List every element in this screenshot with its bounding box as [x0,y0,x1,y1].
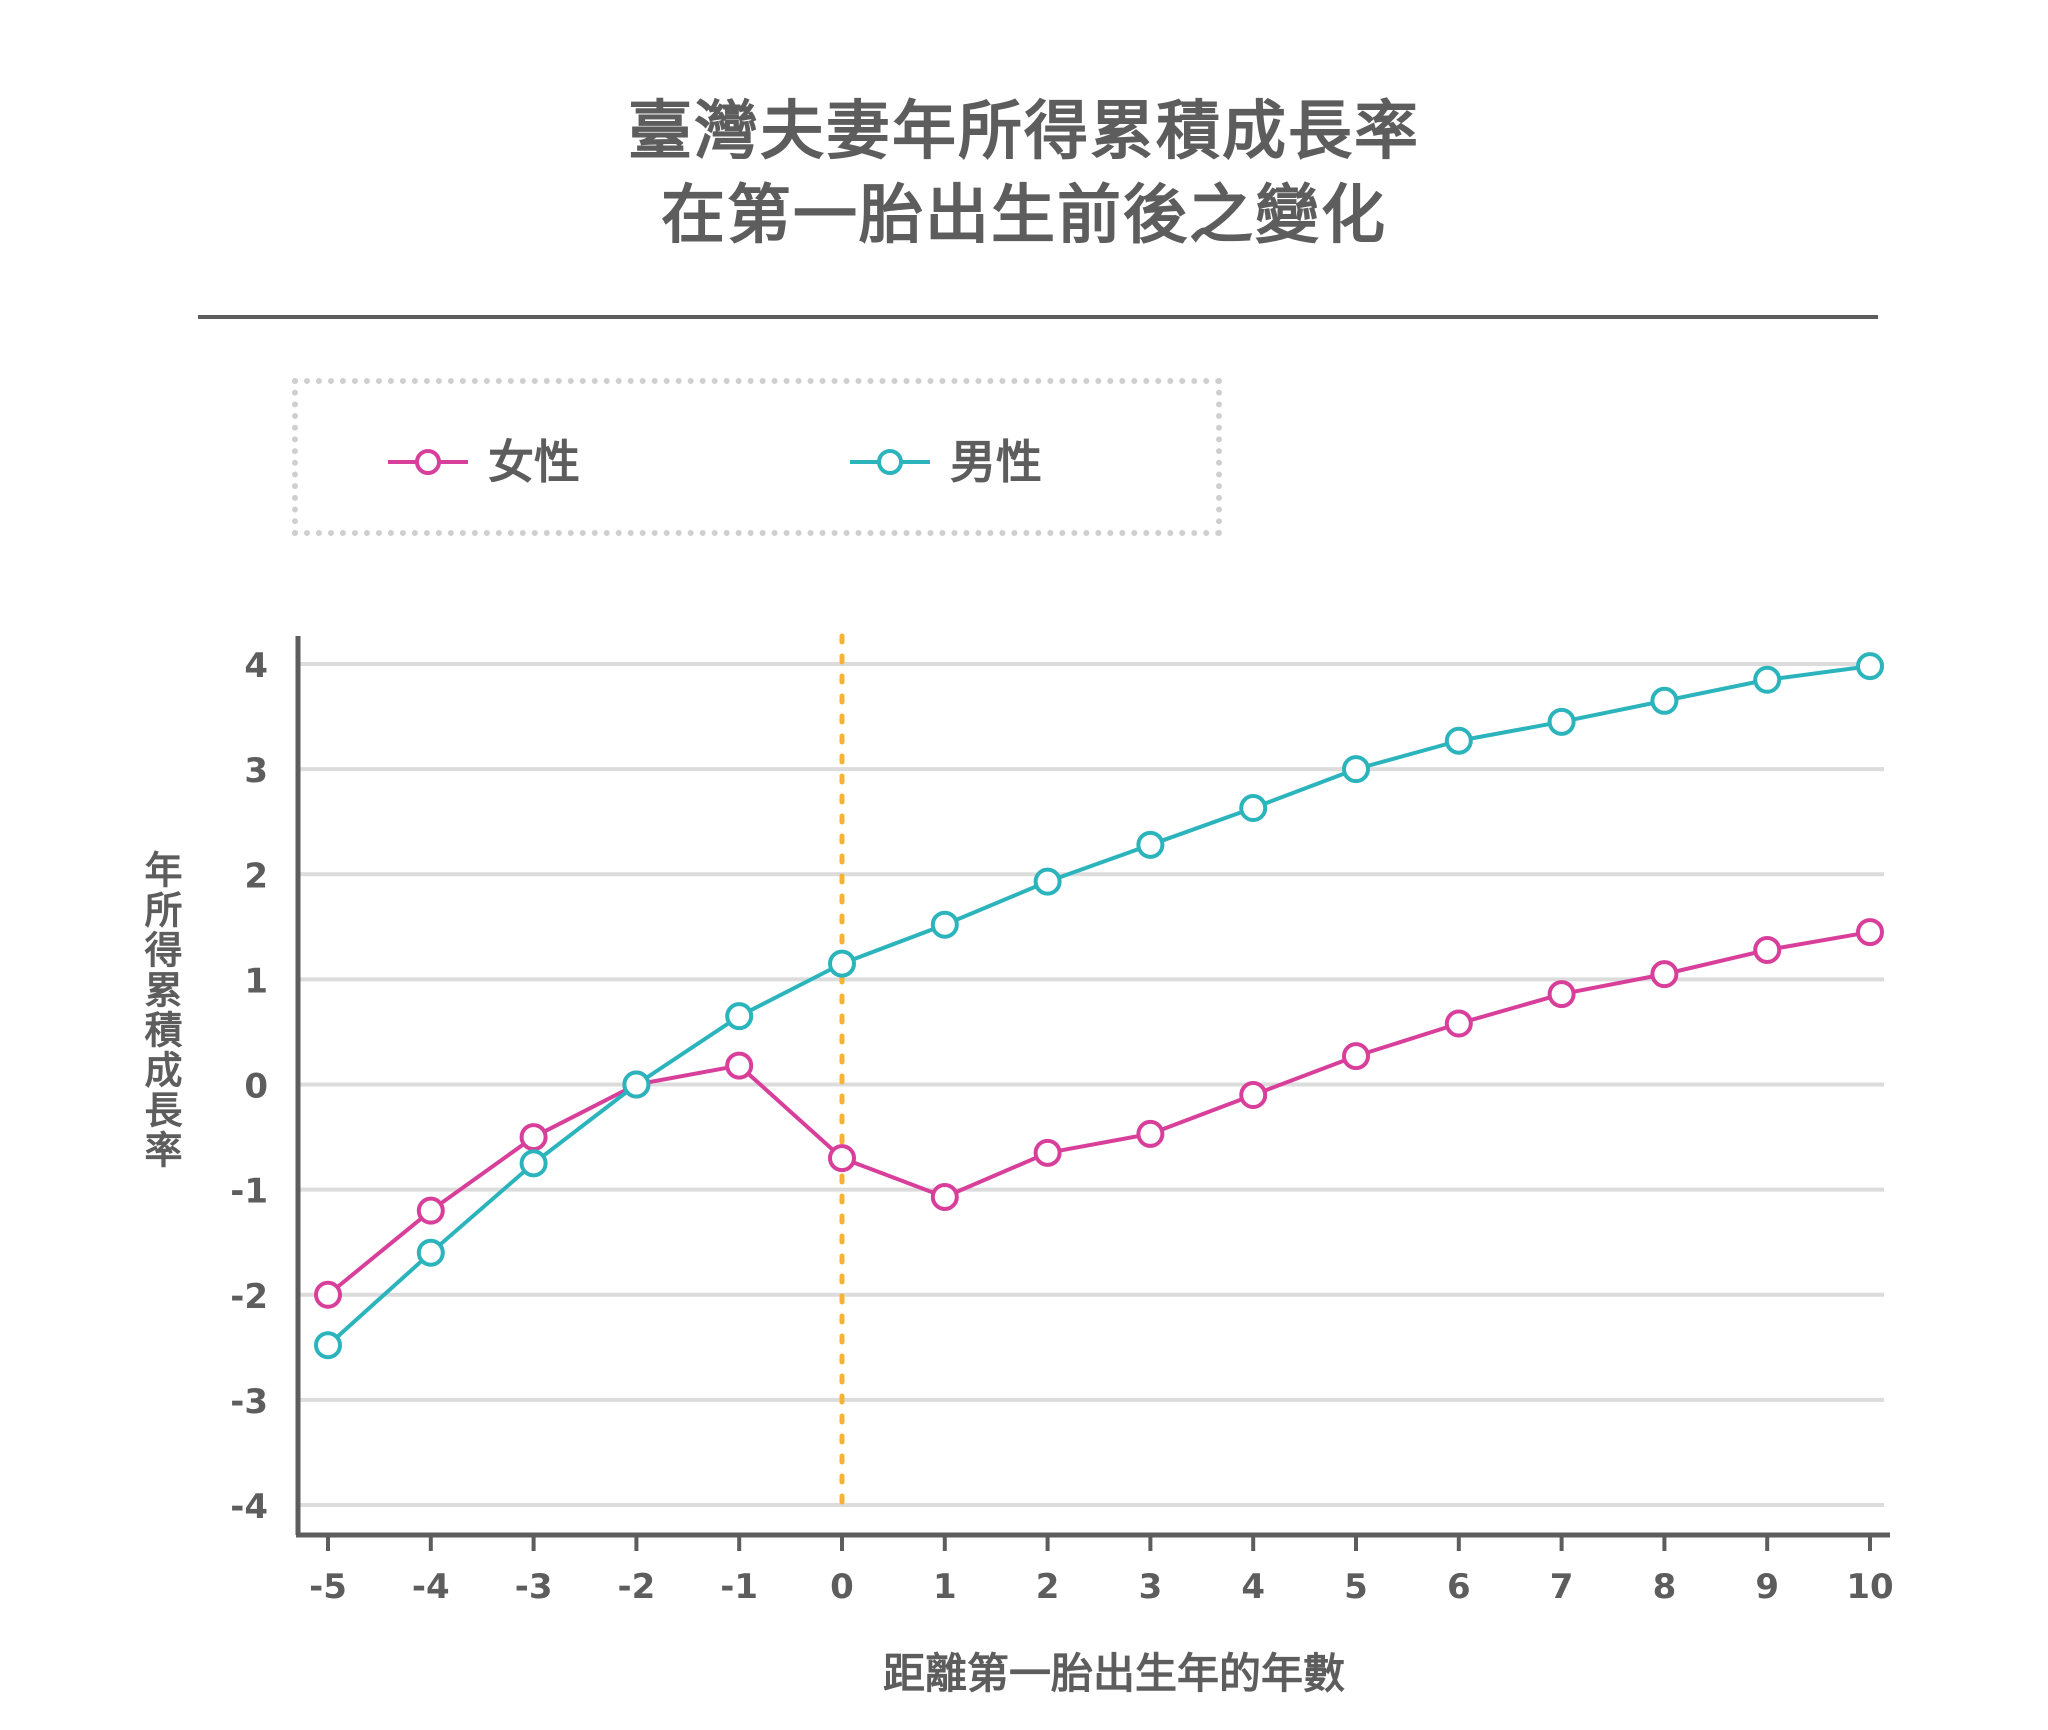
data-point-male [314,1331,342,1360]
chart-title-line-2: 在第一胎出生前後之變化 [661,179,1387,253]
data-point-male [930,910,959,939]
data-point-male [1136,830,1165,859]
data-point-male [416,1238,445,1267]
data-point-female [930,1182,959,1211]
x-tick-label: -5 [309,1567,347,1607]
y-tick-label: 1 [244,961,268,1001]
chart-title-line-1: 臺灣夫妻年所得累積成長率 [628,95,1420,169]
data-point-male [1239,794,1268,823]
legend-male-label: 男性 [950,435,1042,489]
x-tick-label: 10 [1846,1567,1893,1607]
data-point-female [1753,935,1782,964]
x-tick-label: -1 [720,1567,758,1607]
x-tick-label: 1 [933,1567,957,1607]
x-tick-label: 9 [1755,1567,1779,1607]
y-tick-label: 2 [244,856,268,896]
x-tick-label: 8 [1653,1567,1677,1607]
data-point-male [1547,707,1576,736]
data-point-female [1033,1138,1062,1167]
data-point-male [1753,665,1782,694]
x-tick-label: 2 [1036,1567,1060,1607]
y-tick-label: 4 [244,646,268,686]
data-point-male [1856,652,1884,681]
x-tick-label: 4 [1241,1567,1265,1607]
y-tick-label: -4 [230,1487,268,1527]
data-point-male [1033,867,1062,896]
y-tick-label: 3 [244,751,268,791]
y-tick-label: 0 [244,1067,268,1107]
legend-female-label: 女性 [488,435,580,489]
data-point-female [1856,918,1884,947]
x-tick-label: 3 [1139,1567,1163,1607]
data-point-female [828,1144,856,1173]
data-point-male [622,1070,651,1099]
data-point-male [1444,726,1473,755]
series-line-male [326,664,1871,1347]
x-tick-label: 5 [1344,1567,1368,1607]
data-point-male [725,1002,754,1031]
data-point-female [314,1280,342,1309]
data-point-male [1650,686,1679,715]
data-point-male [1342,755,1370,784]
data-point-female [1239,1081,1268,1110]
legend-female-marker-icon [388,449,468,475]
data-point-female [416,1196,445,1225]
x-tick-label: 0 [830,1567,854,1607]
x-tick-label: 7 [1550,1567,1574,1607]
data-point-male [519,1149,548,1178]
x-tick-label: -4 [412,1567,450,1607]
data-point-female [1342,1042,1370,1071]
data-point-female [1136,1119,1165,1148]
data-point-female [1650,960,1679,989]
data-point-male [828,949,856,978]
legend-male-marker-icon [850,449,930,475]
data-point-female [519,1123,548,1152]
y-axis-label: 年所得累積成長率 [138,850,182,1170]
chart-title: 臺灣夫妻年所得累積成長率 在第一胎出生前後之變化 [0,90,2048,258]
y-tick-label: -1 [230,1172,268,1212]
data-point-female [725,1051,754,1080]
y-tick-label: -3 [230,1382,268,1422]
x-tick-label: -3 [515,1567,553,1607]
data-point-female [1547,980,1576,1009]
series-line-female [326,930,1871,1297]
data-point-female [1444,1009,1473,1038]
title-divider [198,315,1878,319]
y-tick-label: -2 [230,1277,268,1317]
x-axis-label: 距離第一胎出生年的年數 [882,1649,1345,1698]
x-tick-label: 6 [1447,1567,1471,1607]
legend: 女性 男性 [292,378,1222,536]
x-tick-label: -2 [618,1567,656,1607]
